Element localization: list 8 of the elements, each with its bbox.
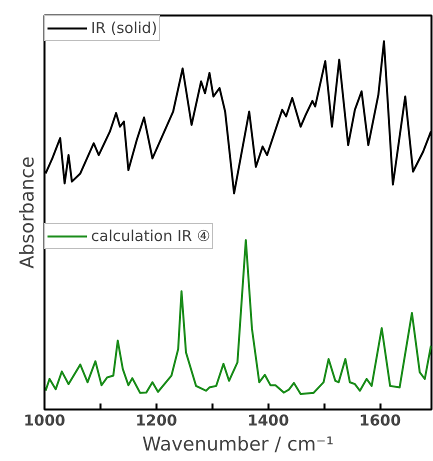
- x-tick-label: 1000: [24, 412, 66, 430]
- x-tick-label: 1400: [247, 412, 290, 430]
- x-axis-title: Wavenumber / cm⁻¹: [142, 434, 334, 456]
- legend-label: IR (solid): [91, 19, 158, 37]
- y-axis-title: Absorbance: [16, 156, 38, 269]
- x-tick-label: 1200: [135, 412, 178, 430]
- legend-label: calculation IR ④: [91, 227, 210, 245]
- x-tick-label: 1600: [359, 412, 401, 430]
